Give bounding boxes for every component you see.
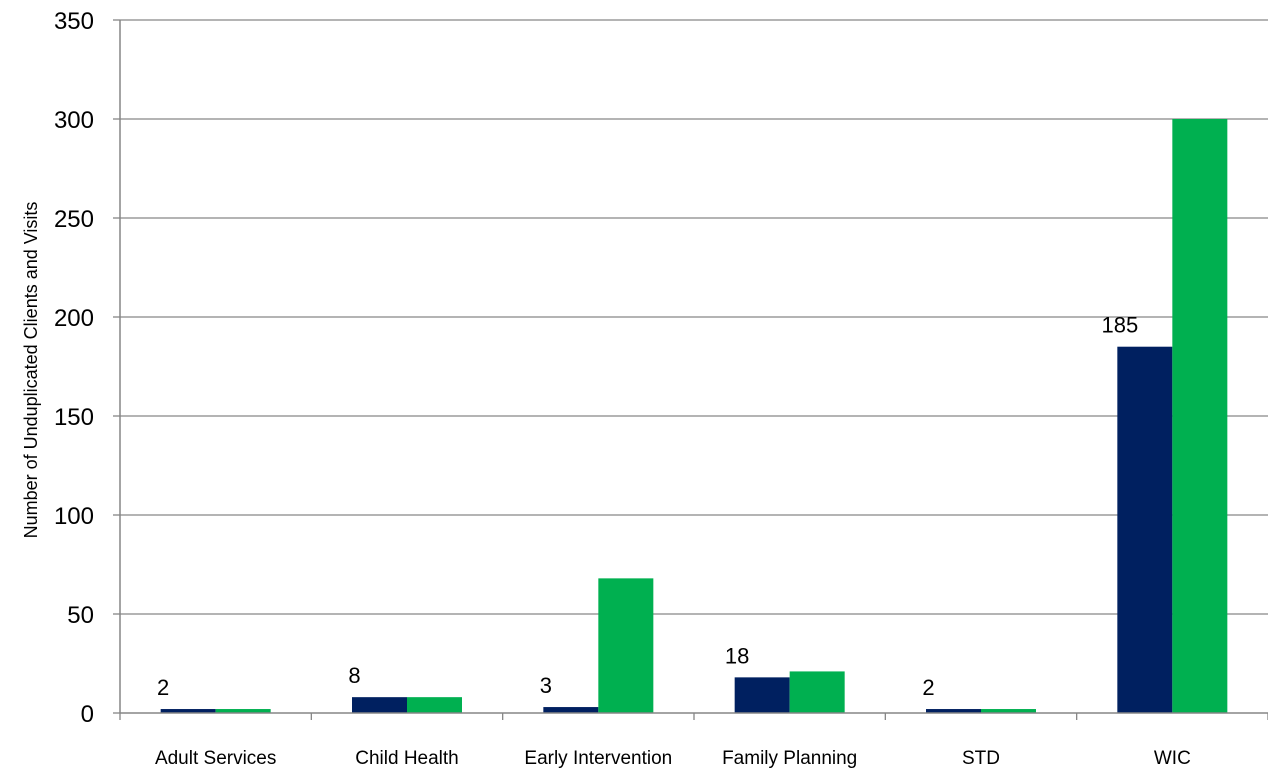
data-labels: 2 8 3 18 2 185: [157, 313, 1138, 700]
x-tick-label: Family Planning: [722, 748, 857, 769]
x-tick-label: Adult Services: [155, 748, 276, 769]
bar-series-1: [160, 709, 216, 713]
y-tick-label: 350: [54, 8, 94, 35]
bar-series-2: [789, 671, 845, 713]
y-tick-label: 50: [67, 602, 94, 629]
bar-series-1: [543, 707, 599, 713]
data-label: 185: [1101, 313, 1138, 338]
bar-series-2: [981, 709, 1036, 713]
data-label: 3: [540, 673, 552, 698]
x-tick-label: STD: [962, 748, 1000, 769]
bar-series-2: [215, 709, 271, 713]
y-tick-label: 300: [54, 107, 94, 134]
y-axis-label: Number of Unduplicated Clients and Visit…: [21, 202, 41, 539]
bar-series-2: [1172, 119, 1228, 713]
bars: [160, 119, 1228, 713]
bar-series-1: [734, 677, 790, 713]
y-tick-label: 100: [54, 503, 94, 530]
y-tick-labels: 0 50 100 150 200 250 300 350: [54, 8, 94, 728]
bar-series-1: [352, 697, 407, 713]
x-tick-label: Child Health: [355, 748, 459, 769]
bar-series-2: [598, 578, 654, 713]
y-tick-label: 0: [81, 701, 94, 728]
axes: [119, 20, 1268, 714]
bar-series-1: [1117, 346, 1173, 713]
y-tick-label: 150: [54, 404, 94, 431]
x-tick-label: Early Intervention: [524, 748, 672, 769]
data-label: 18: [725, 643, 749, 668]
data-label: 8: [348, 663, 360, 688]
data-label: 2: [922, 675, 934, 700]
y-tick-label: 250: [54, 206, 94, 233]
gridlines: [113, 19, 1268, 720]
data-label: 2: [157, 675, 169, 700]
x-tick-label: WIC: [1154, 748, 1191, 769]
bar-series-2: [407, 697, 462, 713]
x-tick-labels: Adult Services Child Health Early Interven…: [155, 748, 1191, 769]
y-tick-label: 200: [54, 305, 94, 332]
bar-series-1: [926, 709, 981, 713]
